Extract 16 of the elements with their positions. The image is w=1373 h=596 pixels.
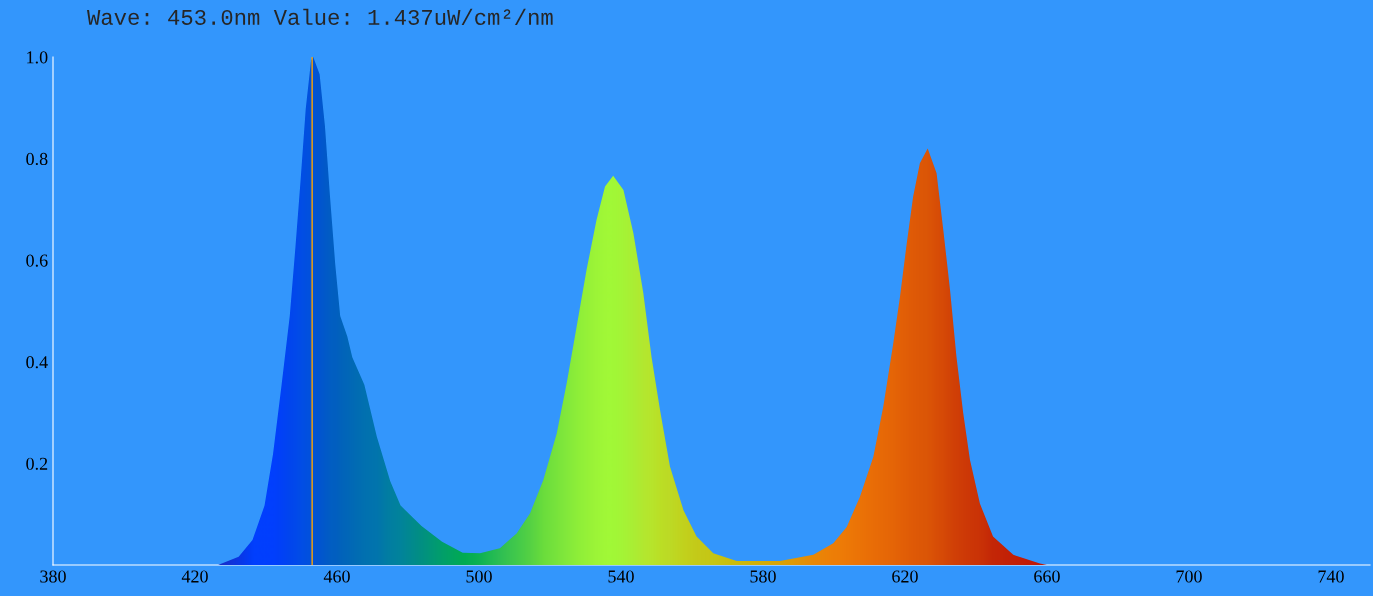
y-tick-label: 0.4 — [26, 356, 48, 369]
x-tick-label: 380 — [40, 570, 66, 583]
y-tick-label: 0.2 — [26, 457, 48, 470]
x-tick-label: 740 — [1318, 570, 1344, 583]
x-tick-label: 540 — [608, 570, 634, 583]
x-tick-label: 580 — [750, 570, 776, 583]
y-tick-label: 1.0 — [27, 51, 48, 64]
y-tick-label: 0.6 — [26, 254, 48, 267]
x-tick-label: 460 — [323, 570, 350, 583]
x-tick-label: 420 — [181, 570, 208, 583]
x-tick-label: 700 — [1176, 570, 1202, 583]
y-tick-label: 0.8 — [26, 152, 48, 166]
x-tick-label: 620 — [892, 570, 918, 583]
x-tick-label: 500 — [466, 570, 492, 583]
chart-title: Wave: 453.0nm Value: 1.437uW/cm²/nm — [87, 8, 553, 25]
x-tick-label: 660 — [1034, 570, 1060, 583]
